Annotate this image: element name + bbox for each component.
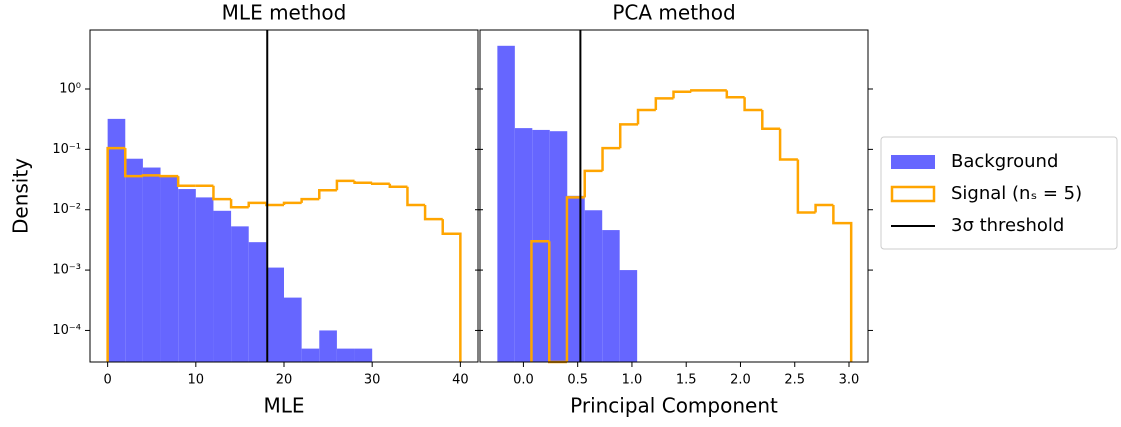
legend-swatch: [890, 185, 936, 203]
histogram-step: [353, 180, 373, 184]
histogram-step: [282, 201, 302, 205]
x-tick-label: 30: [364, 373, 381, 388]
histogram-bar: [584, 210, 603, 362]
histogram-step: [300, 197, 320, 203]
histogram-bar: [125, 158, 143, 362]
histogram-bar: [549, 131, 568, 362]
histogram-bar: [319, 330, 337, 362]
y-tick-label: 10⁻¹: [52, 142, 81, 157]
histogram-step: [441, 219, 462, 362]
legend-label: Background: [951, 151, 1058, 172]
histogram-step: [583, 169, 603, 198]
histogram-step: [565, 196, 585, 362]
histogram-step: [636, 108, 656, 125]
x-tick-label: 40: [452, 373, 469, 388]
x-axis-label: MLE: [263, 394, 304, 418]
histogram-step: [725, 90, 745, 99]
x-tick-label: 0: [103, 373, 111, 388]
chart-title: PCA method: [612, 1, 735, 25]
histogram-step: [124, 148, 143, 178]
histogram-step: [176, 176, 196, 187]
histogram-step: [106, 146, 126, 362]
histogram-step: [601, 146, 621, 171]
histogram-bar: [213, 210, 232, 362]
histogram-step: [530, 240, 550, 362]
x-tick-label: 3.0: [839, 373, 860, 388]
plot-frame: [479, 29, 869, 363]
x-tick-label: 2.0: [730, 373, 751, 388]
histogram-step: [247, 201, 267, 208]
histogram-bar: [266, 267, 284, 362]
histogram-step: [229, 199, 249, 209]
x-tick-label: 2.5: [784, 373, 805, 388]
histogram-step: [690, 89, 710, 92]
histogram-bar: [160, 175, 179, 362]
x-tick-label: 1.5: [676, 373, 697, 388]
histogram-step: [141, 174, 161, 177]
histogram-step: [159, 174, 179, 178]
histogram-step: [618, 123, 639, 149]
histogram-bar: [514, 128, 533, 362]
histogram-step: [406, 186, 426, 207]
y-tick-label: 10⁻⁴: [52, 323, 81, 338]
histogram-bar: [532, 129, 550, 362]
y-axis-label: Density: [9, 158, 33, 234]
x-tick-label: 0.5: [567, 373, 588, 388]
y-tick-label: 10⁻²: [52, 202, 81, 217]
histogram-bar: [195, 197, 214, 362]
legend-box: [880, 136, 1118, 250]
y-tick-label: 10⁻³: [52, 263, 81, 278]
histogram-bar: [354, 348, 373, 362]
histogram-bar: [284, 297, 302, 362]
histogram-step: [423, 204, 443, 221]
legend-swatch: [891, 155, 935, 169]
x-axis-label: Principal Component: [570, 394, 778, 418]
histogram-bar: [497, 45, 515, 362]
histogram-bar: [178, 189, 196, 362]
histogram-step: [814, 203, 834, 213]
x-tick-label: 20: [276, 373, 293, 388]
histogram-bar: [619, 270, 638, 362]
histogram-bar: [107, 118, 126, 363]
histogram-bar: [301, 348, 320, 362]
histogram-step: [778, 128, 798, 161]
histogram-step: [370, 182, 390, 185]
legend-label: Signal (nₛ = 5): [951, 183, 1082, 204]
histogram-step: [212, 185, 232, 201]
histogram-step: [761, 109, 781, 130]
histogram-bar: [567, 195, 585, 362]
y-tick-label: 10⁰: [59, 82, 81, 97]
histogram-step: [388, 183, 408, 189]
chart-title: MLE method: [222, 1, 347, 25]
x-tick-label: 1.0: [622, 373, 643, 388]
histogram-bar: [142, 167, 161, 362]
histogram-step: [796, 159, 816, 214]
histogram-step: [654, 97, 674, 110]
x-tick-label: 0.0: [513, 373, 534, 388]
histogram-step: [265, 202, 284, 207]
histogram-step: [672, 90, 692, 99]
histogram-step: [743, 97, 763, 112]
histogram-step: [318, 189, 337, 200]
legend-label: 3σ threshold: [951, 215, 1064, 236]
histogram-step: [832, 204, 853, 362]
histogram-step: [335, 179, 355, 191]
x-tick-label: 10: [188, 373, 205, 388]
histogram-bar: [248, 242, 267, 362]
histogram-bar: [231, 226, 249, 362]
histogram-bar: [336, 348, 355, 362]
histogram-bar: [602, 230, 620, 362]
